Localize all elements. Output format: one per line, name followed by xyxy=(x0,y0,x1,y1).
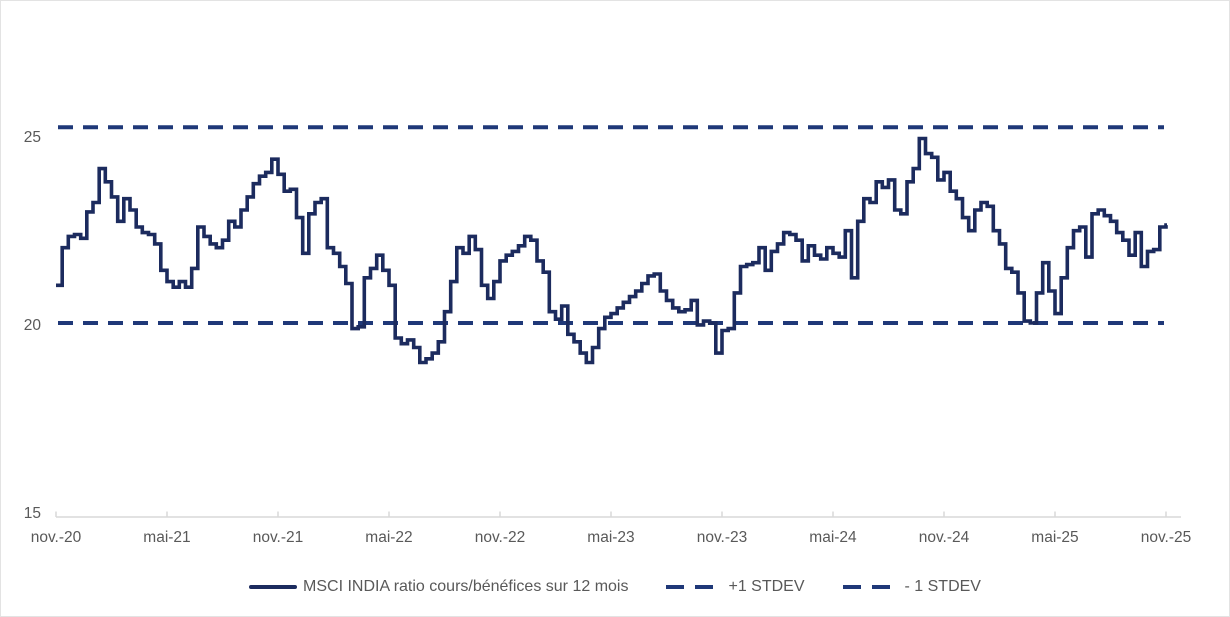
x-axis-tick-label: nov.-21 xyxy=(252,529,304,546)
x-axis-tick-label: mai-22 xyxy=(365,529,413,546)
legend: MSCI INDIA ratio cours/bénéfices sur 12 … xyxy=(1,578,1229,596)
x-axis-tick-label: nov.-24 xyxy=(918,529,970,546)
legend-label: - 1 STDEV xyxy=(904,578,981,595)
legend-item-plus-stdev: +1 STDEV xyxy=(666,578,805,596)
pe-ratio-step-line xyxy=(56,136,1168,365)
legend-line-marker-dashed xyxy=(842,585,899,589)
x-axis-tick-label: mai-25 xyxy=(1031,529,1079,546)
legend-item-pe-series: MSCI INDIA ratio cours/bénéfices sur 12 … xyxy=(249,578,628,596)
legend-line-marker-dashed xyxy=(666,585,723,589)
y-axis-tick-label: 15 xyxy=(23,505,41,522)
x-axis-tick-label: mai-24 xyxy=(809,529,857,546)
legend-item-minus-stdev: - 1 STDEV xyxy=(842,578,981,596)
x-axis-tick-label: nov.-25 xyxy=(1140,529,1192,546)
x-axis-tick-label: nov.-22 xyxy=(474,529,526,546)
x-axis-tick-label: nov.-20 xyxy=(30,529,82,546)
legend-label: MSCI INDIA ratio cours/bénéfices sur 12 … xyxy=(303,578,629,595)
x-axis-tick-label: mai-23 xyxy=(587,529,635,546)
y-axis-tick-label: 25 xyxy=(23,129,41,146)
y-axis-tick-label: 20 xyxy=(23,317,41,334)
x-axis-tick-label: nov.-23 xyxy=(696,529,748,546)
legend-label: +1 STDEV xyxy=(728,578,805,595)
x-axis-tick-label: mai-21 xyxy=(143,529,191,546)
legend-line-marker-solid xyxy=(249,585,298,589)
